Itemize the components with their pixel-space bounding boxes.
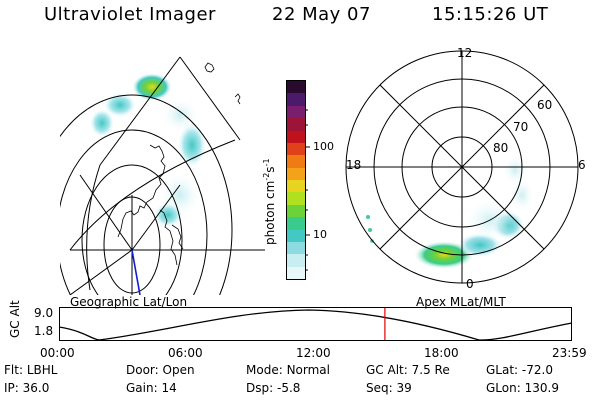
aurora-emission-right — [366, 156, 534, 269]
info-gain: Gain: 14 — [126, 381, 177, 395]
timeline-xtick-2359: 23:59 — [552, 346, 587, 360]
mlat-label-70: 70 — [513, 120, 529, 134]
info-door: Door: Open — [126, 363, 195, 377]
instrument-title: Ultraviolet Imager — [44, 4, 216, 25]
mlat-label-60: 60 — [537, 98, 553, 112]
colorbar-swatch — [287, 254, 305, 267]
timeline-ytick-high: 9.0 — [34, 306, 54, 320]
geographic-caption: Geographic Lat/Lon — [70, 295, 188, 309]
colorbar-swatch — [287, 266, 305, 279]
info-glon: GLon: 130.9 — [486, 381, 559, 395]
colorbar-label: photon cm-2s-1 — [262, 158, 277, 245]
timeline-xtick-1200: 12:00 — [296, 346, 331, 360]
colorbar-swatch — [287, 217, 305, 230]
colorbar — [286, 80, 306, 280]
lat-lon-grid — [60, 56, 265, 295]
aurora-emission-left — [90, 73, 206, 227]
info-gc-alt: GC Alt: 7.5 Re — [366, 363, 450, 377]
info-dsp: Dsp: -5.8 — [246, 381, 301, 395]
geographic-map — [60, 56, 265, 295]
polar-map — [345, 50, 579, 284]
colorbar-swatch — [287, 204, 305, 218]
time-label: 15:15:26 UT — [432, 4, 549, 25]
timeline-xtick-1800: 18:00 — [424, 346, 459, 360]
timeline-xtick-0000: 00:00 — [40, 346, 75, 360]
date-label: 22 May 07 — [272, 4, 371, 25]
timeline-ytick-low: 1.8 — [34, 324, 54, 338]
colorbar-swatch — [287, 142, 305, 156]
colorbar-swatch — [287, 118, 305, 131]
colorbar-swatch — [287, 180, 305, 193]
mlt-label-18: 18 — [346, 158, 362, 172]
colorbar-swatch — [287, 241, 305, 255]
timeline-xtick-0600: 06:00 — [168, 346, 203, 360]
info-ip: IP: 36.0 — [4, 381, 50, 395]
timeline-ylabel: GC Alt — [8, 300, 22, 338]
colorbar-swatch — [287, 192, 305, 205]
colorbar-swatch — [287, 155, 305, 168]
info-flt: Flt: LBHL — [4, 363, 58, 377]
colorbar-swatch — [287, 229, 305, 242]
info-seq: Seq: 39 — [366, 381, 412, 395]
colorbar-tick-10: 10 — [313, 228, 327, 241]
polar-caption: Apex MLat/MLT — [416, 295, 506, 309]
mlat-label-80: 80 — [493, 141, 509, 155]
info-mode: Mode: Normal — [246, 363, 330, 377]
polar-grid — [345, 50, 579, 284]
colorbar-axis — [306, 109, 310, 271]
colorbar-swatch — [287, 130, 305, 143]
info-glat: GLat: -72.0 — [486, 363, 553, 377]
colorbar-swatch — [287, 167, 305, 180]
satellite-ground-track — [131, 249, 141, 295]
colorbar-tick-100: 100 — [313, 140, 334, 153]
colorbar-swatch — [287, 105, 305, 119]
colorbar-swatch — [287, 93, 305, 106]
mlt-label-6: 6 — [578, 158, 586, 172]
mlt-label-12: 12 — [457, 46, 473, 60]
altitude-timeline — [59, 307, 573, 341]
colorbar-swatch — [287, 81, 305, 94]
coastline — [117, 62, 241, 266]
mlt-label-0: 0 — [466, 277, 474, 291]
